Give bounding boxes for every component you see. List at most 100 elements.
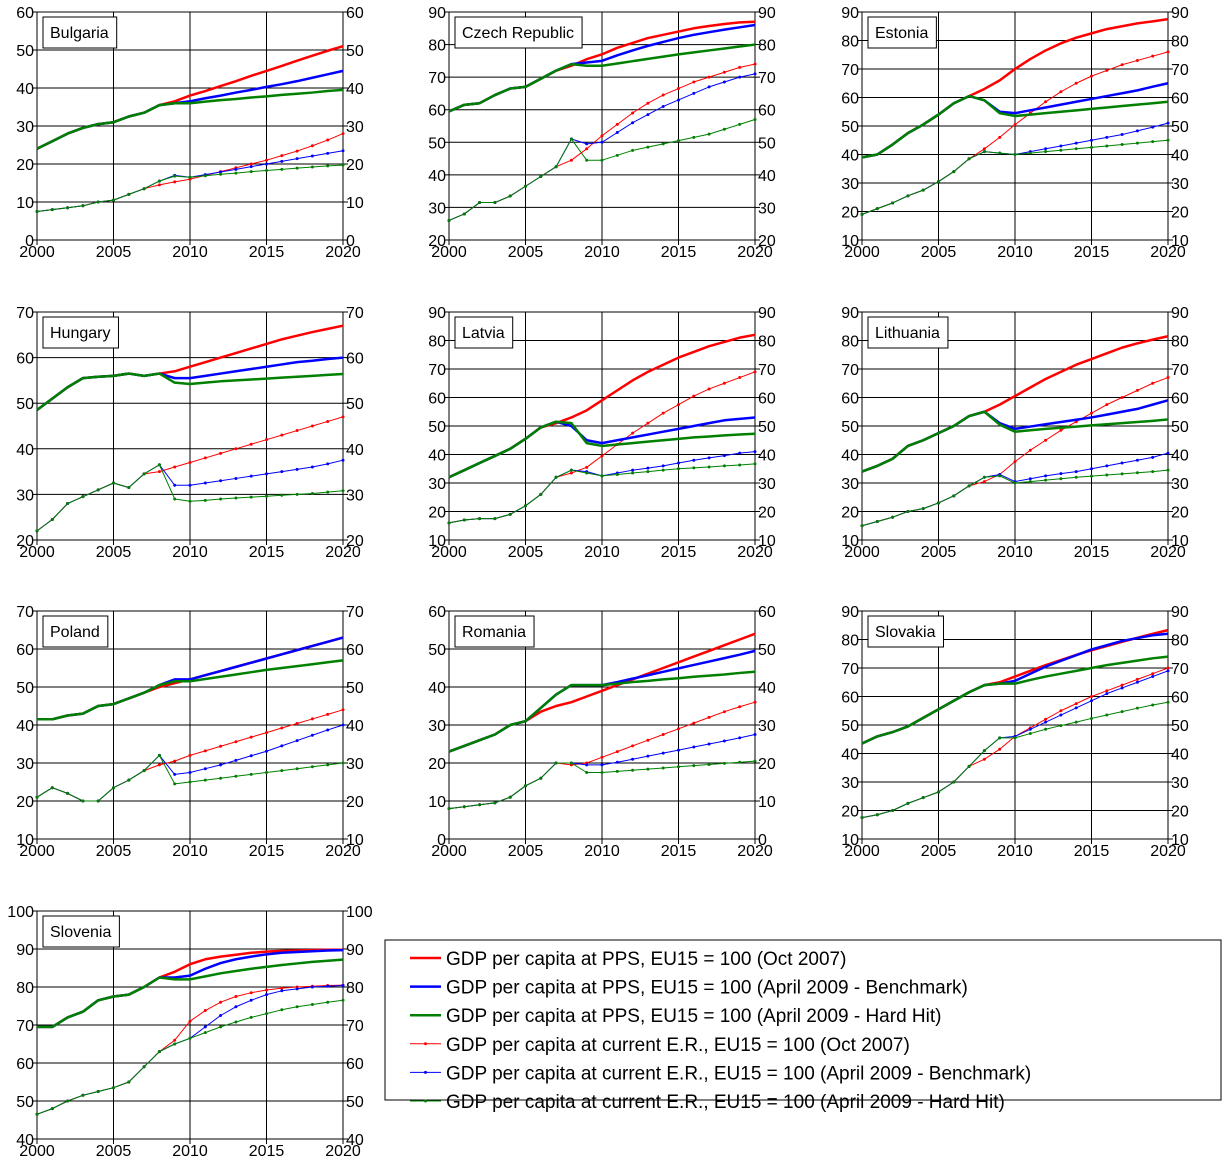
series-marker bbox=[142, 472, 146, 476]
y-tick-label: 50 bbox=[841, 119, 859, 136]
y2-tick-label: 20 bbox=[758, 505, 776, 522]
y-tick-label: 60 bbox=[428, 103, 446, 120]
y-tick-label: 30 bbox=[16, 756, 34, 773]
series-marker bbox=[615, 769, 619, 773]
series-marker bbox=[249, 442, 253, 446]
series-marker bbox=[569, 468, 573, 472]
series-marker bbox=[462, 805, 466, 809]
y-tick-label: 30 bbox=[428, 200, 446, 217]
y-tick-label: 50 bbox=[428, 642, 446, 659]
series-marker bbox=[295, 166, 299, 170]
series-marker bbox=[692, 91, 696, 95]
series-marker bbox=[234, 995, 238, 998]
series-marker bbox=[1135, 706, 1139, 710]
series-marker bbox=[96, 1090, 100, 1093]
series-line bbox=[448, 43, 756, 113]
series-marker bbox=[631, 121, 635, 125]
y2-tick-label: 70 bbox=[1171, 362, 1189, 379]
series-marker bbox=[112, 481, 115, 485]
series-marker bbox=[1044, 150, 1048, 154]
chart-title: Estonia bbox=[875, 25, 928, 42]
y2-tick-label: 80 bbox=[758, 38, 776, 55]
series-marker bbox=[738, 376, 742, 380]
series-marker bbox=[891, 515, 895, 519]
series-marker bbox=[615, 122, 619, 126]
series-marker bbox=[921, 796, 925, 800]
series-marker bbox=[937, 180, 940, 184]
series-marker bbox=[50, 786, 54, 790]
legend-label: GDP per capita at current E.R., EU15 = 1… bbox=[446, 1092, 1005, 1113]
y-tick-label: 20 bbox=[428, 756, 446, 773]
x-tick-label: 2000 bbox=[844, 843, 880, 860]
y-tick-label: 90 bbox=[841, 5, 859, 22]
series-marker bbox=[142, 187, 146, 191]
y-tick-label: 10 bbox=[16, 832, 34, 849]
y-tick-label: 30 bbox=[841, 775, 859, 792]
y-tick-label: 40 bbox=[841, 747, 859, 764]
series-marker bbox=[234, 1005, 238, 1009]
series-marker bbox=[646, 421, 650, 425]
series-marker bbox=[1105, 68, 1109, 72]
y-tick-label: 30 bbox=[841, 176, 859, 193]
series-marker bbox=[219, 451, 223, 455]
title-box bbox=[42, 316, 119, 349]
series-marker bbox=[1105, 692, 1109, 696]
series-marker bbox=[1166, 700, 1170, 704]
series-marker bbox=[921, 507, 925, 511]
series-marker bbox=[341, 708, 345, 712]
series-marker bbox=[677, 87, 680, 91]
y-tick-label: 40 bbox=[428, 680, 446, 697]
x-tick-label: 2020 bbox=[737, 544, 773, 561]
series-marker bbox=[1013, 481, 1017, 485]
series-marker bbox=[66, 206, 70, 210]
plot-frame bbox=[861, 311, 1169, 541]
series-marker bbox=[738, 75, 742, 79]
series-marker bbox=[280, 470, 284, 474]
series-marker bbox=[326, 763, 330, 767]
series-marker bbox=[157, 763, 161, 767]
series-marker bbox=[1044, 720, 1048, 724]
y2-tick-label: 10 bbox=[346, 832, 364, 849]
y-tick-label: 40 bbox=[16, 442, 34, 459]
series-marker bbox=[692, 764, 696, 768]
y-tick-label: 50 bbox=[16, 396, 34, 413]
title-box bbox=[867, 615, 944, 648]
series-marker bbox=[249, 495, 253, 499]
series-marker bbox=[722, 739, 726, 743]
series-marker bbox=[875, 813, 879, 817]
y-tick-label: 30 bbox=[428, 476, 446, 493]
series-marker bbox=[906, 510, 910, 513]
series-marker bbox=[569, 158, 573, 162]
y2-tick-label: 40 bbox=[346, 442, 364, 459]
y-tick-label: 70 bbox=[16, 604, 34, 621]
series-marker bbox=[81, 1093, 85, 1097]
chart-title: Bulgaria bbox=[50, 25, 109, 42]
y2-tick-label: 50 bbox=[346, 396, 364, 413]
series-marker bbox=[722, 710, 726, 714]
series-marker bbox=[738, 463, 742, 467]
series-marker bbox=[447, 218, 451, 222]
series-marker bbox=[738, 760, 742, 764]
y-tick-label: 70 bbox=[16, 1018, 34, 1035]
y2-tick-label: 60 bbox=[346, 642, 364, 659]
series-marker bbox=[295, 467, 299, 471]
series-marker bbox=[219, 1014, 223, 1017]
y-tick-label: 30 bbox=[16, 119, 34, 136]
series-marker bbox=[326, 419, 330, 423]
chart-title: Czech Republic bbox=[462, 25, 574, 42]
x-tick-label: 2000 bbox=[19, 244, 55, 261]
series-marker bbox=[1151, 470, 1155, 474]
series-marker bbox=[722, 70, 726, 74]
series-marker bbox=[600, 763, 604, 767]
series-marker bbox=[1074, 81, 1078, 85]
series-marker bbox=[219, 497, 223, 501]
series-marker bbox=[1074, 702, 1078, 706]
y2-tick-label: 40 bbox=[1171, 448, 1189, 465]
x-tick-label: 2010 bbox=[997, 843, 1033, 860]
series-marker bbox=[188, 1019, 192, 1023]
series-marker bbox=[1105, 403, 1109, 407]
y-tick-label: 90 bbox=[841, 604, 859, 621]
series-line bbox=[861, 655, 1169, 745]
